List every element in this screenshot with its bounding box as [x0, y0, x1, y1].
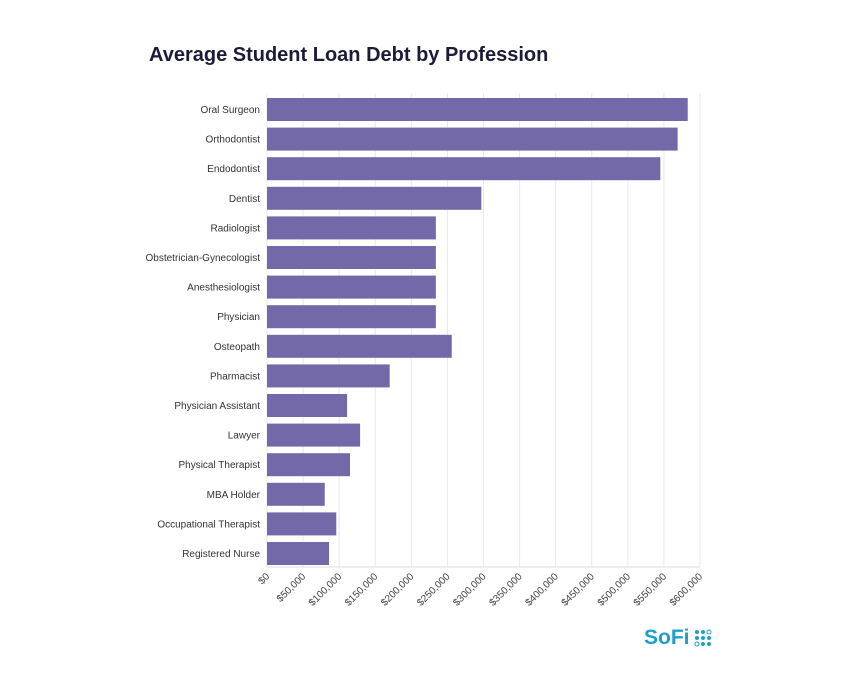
x-tick-label: $400,000 — [524, 571, 562, 609]
x-tick-label: $50,000 — [275, 571, 309, 605]
bar — [267, 275, 436, 299]
category-label: Endodontist — [207, 164, 260, 175]
x-tick-label: $150,000 — [343, 571, 381, 609]
category-label: MBA Holder — [207, 490, 261, 501]
bar — [267, 157, 661, 181]
x-tick-label: $0 — [256, 571, 272, 587]
sofi-logo: SoFi — [644, 626, 712, 650]
x-tick-label: $600,000 — [668, 571, 706, 609]
bar — [267, 423, 361, 447]
bar — [267, 512, 337, 536]
bar — [267, 334, 452, 358]
logo-dots-icon — [694, 629, 711, 647]
bar — [267, 246, 436, 269]
bar — [267, 542, 330, 565]
category-label: Orthodontist — [206, 135, 261, 146]
logo-text: SoFi — [644, 626, 690, 649]
category-label: Obstetrician-Gynecologist — [146, 253, 261, 264]
x-tick-label: $250,000 — [415, 571, 453, 609]
category-label: Physician — [217, 312, 260, 323]
x-tick-label: $100,000 — [307, 571, 345, 609]
category-label: Physician Assistant — [174, 401, 260, 412]
x-tick-label: $300,000 — [451, 571, 489, 609]
bar — [267, 127, 678, 151]
x-tick-label: $350,000 — [487, 571, 525, 609]
x-tick-label: $200,000 — [379, 571, 417, 609]
category-label: Occupational Therapist — [157, 519, 260, 530]
bar — [267, 216, 436, 240]
bar — [267, 98, 688, 121]
bar — [267, 364, 390, 388]
chart-title: Average Student Loan Debt by Profession — [149, 44, 549, 66]
bar — [267, 305, 436, 329]
category-label: Registered Nurse — [182, 549, 260, 560]
category-label: Oral Surgeon — [201, 105, 260, 116]
x-tick-label: $450,000 — [560, 571, 598, 609]
x-tick-label: $500,000 — [596, 571, 634, 609]
bar — [267, 453, 350, 477]
category-label: Anesthesiologist — [187, 283, 260, 294]
bar — [267, 482, 325, 506]
bar — [267, 394, 348, 417]
category-label: Dentist — [229, 194, 260, 205]
category-label: Pharmacist — [210, 371, 260, 382]
category-label: Radiologist — [211, 223, 261, 234]
category-label: Osteopath — [214, 342, 260, 353]
category-label: Physical Therapist — [178, 460, 260, 471]
category-label: Lawyer — [228, 431, 261, 442]
bar — [267, 186, 482, 210]
x-tick-label: $550,000 — [632, 571, 670, 609]
